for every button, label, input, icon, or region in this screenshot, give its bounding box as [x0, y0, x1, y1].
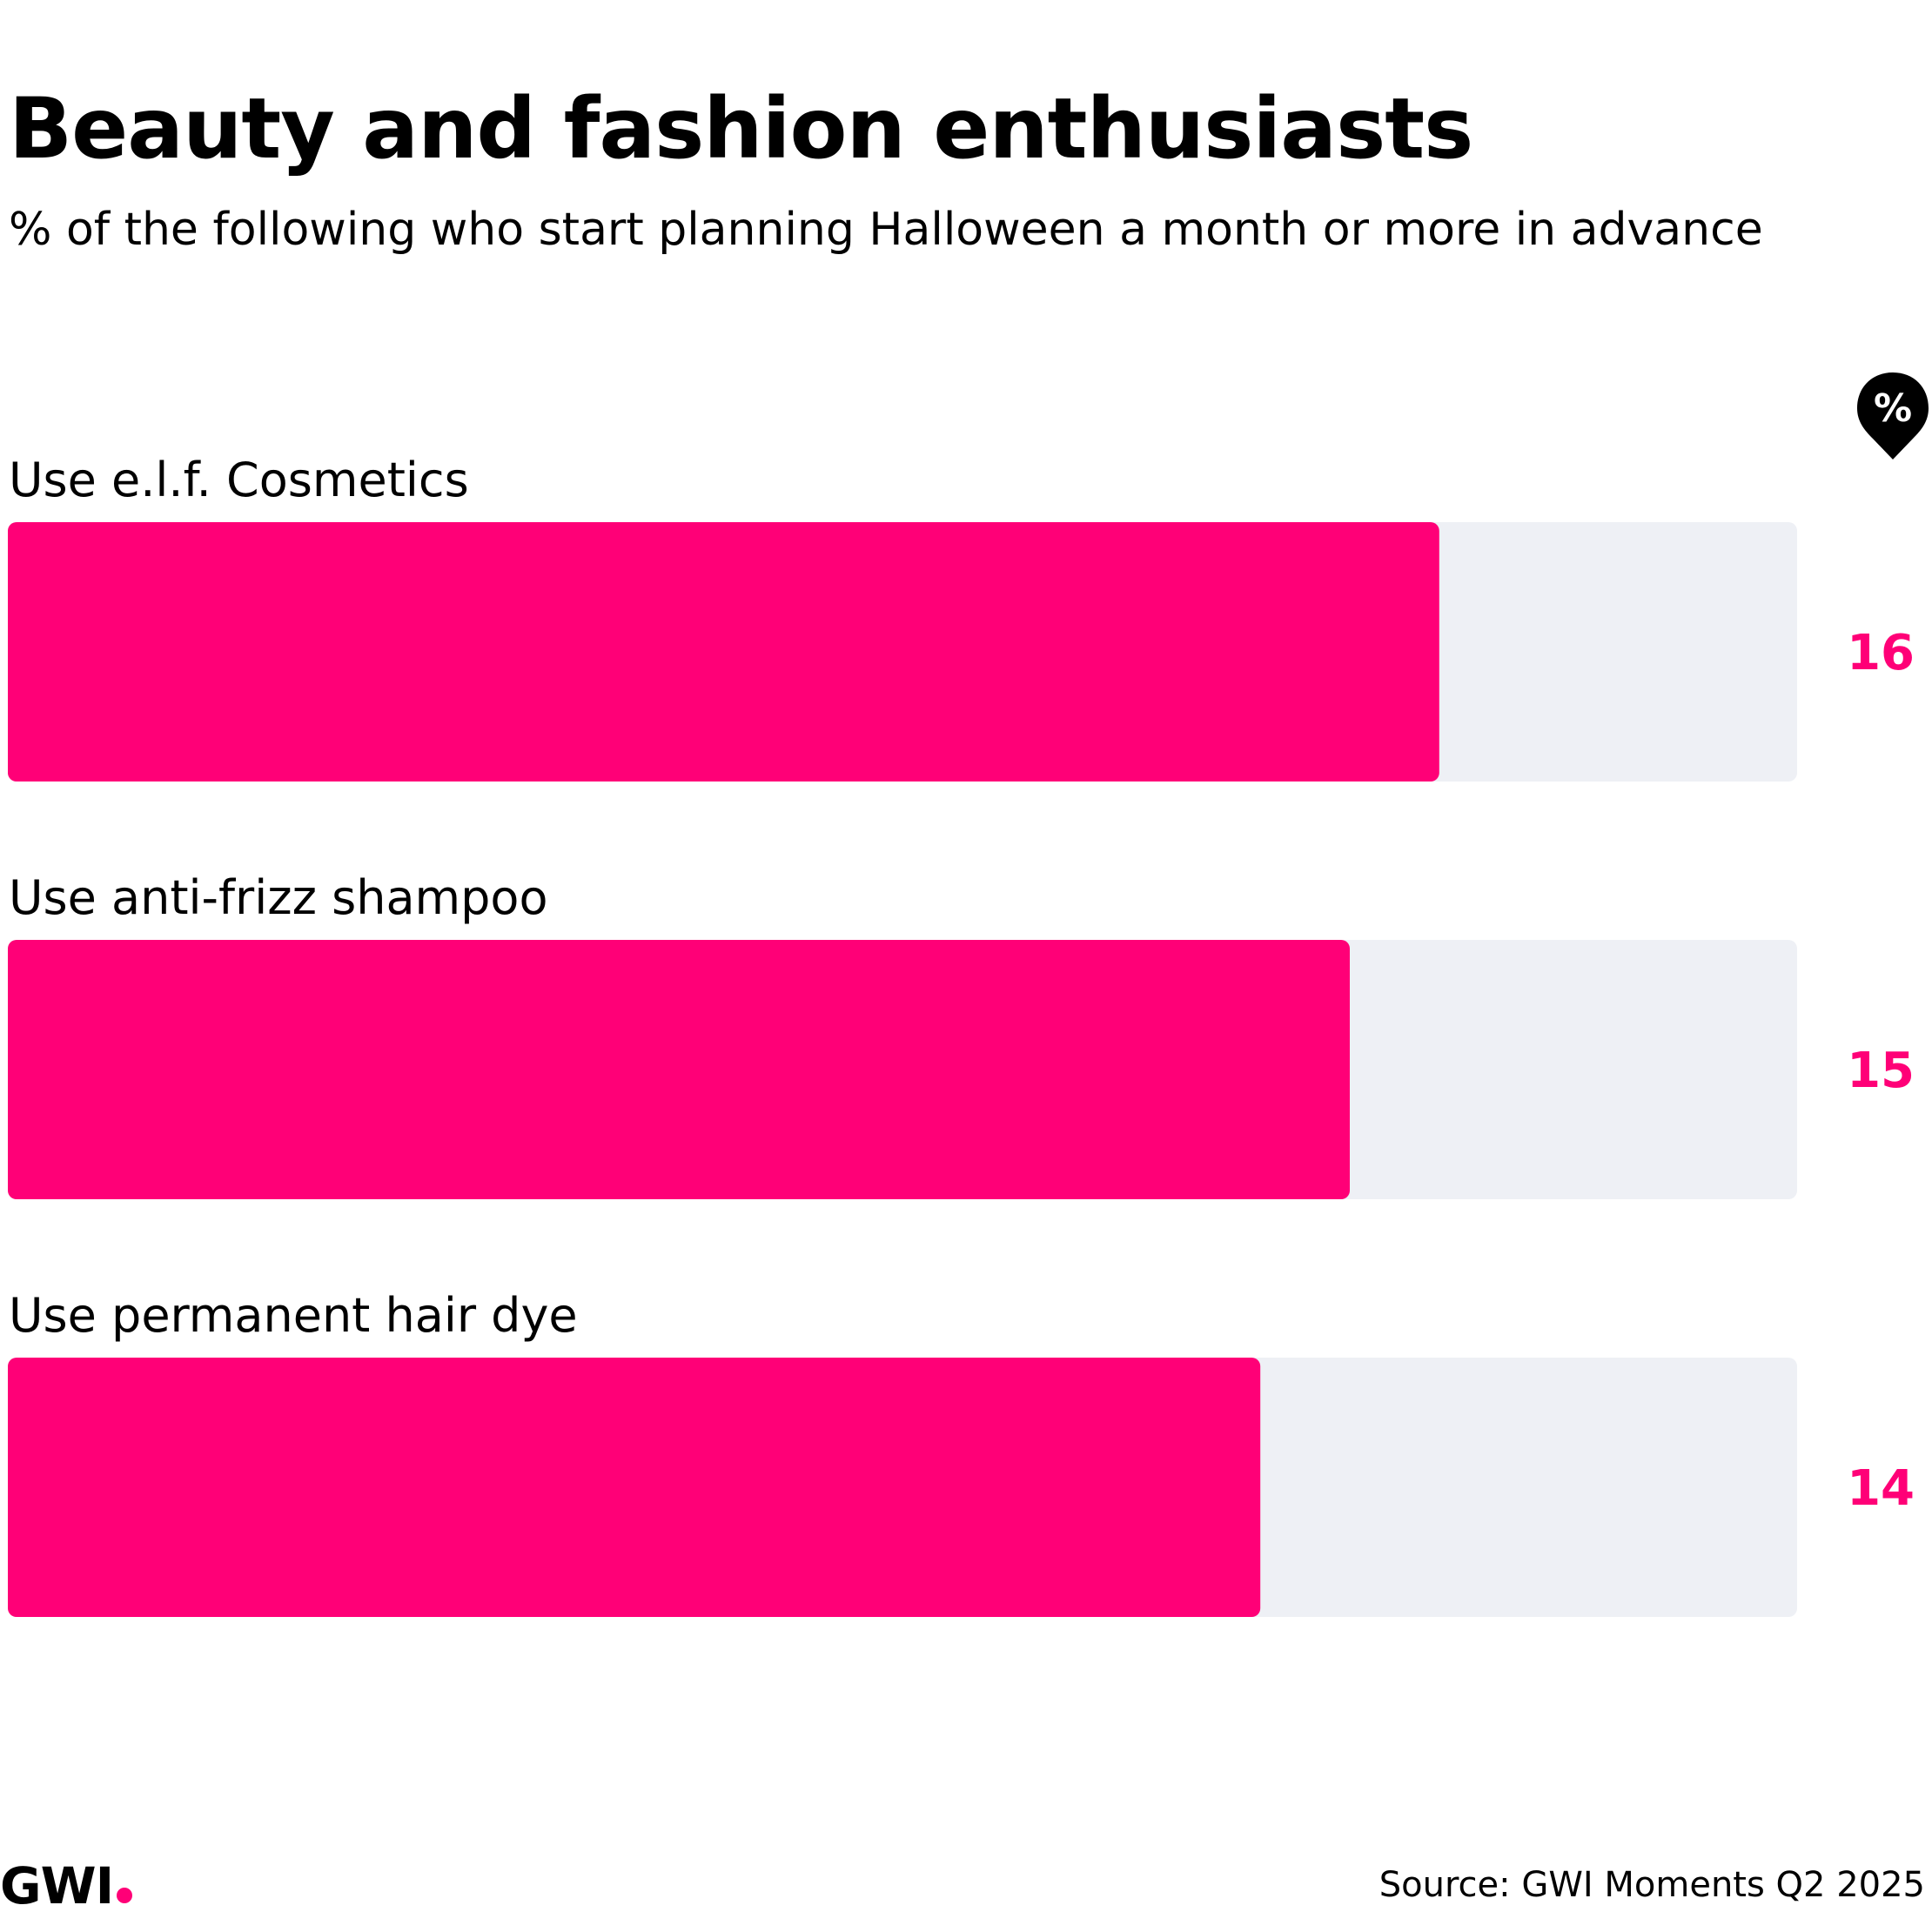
- bar: [8, 940, 1350, 1199]
- gwi-logo: GWI: [0, 1856, 133, 1915]
- source-note: Source: GWI Moments Q2 2025: [1379, 1865, 1925, 1905]
- category-label: Use e.l.f. Cosmetics: [9, 453, 469, 507]
- category-label: Use permanent hair dye: [9, 1288, 578, 1343]
- chart-title: Beauty and fashion enthusiasts: [9, 80, 1473, 178]
- value-label: 14: [1847, 1460, 1915, 1517]
- value-label: 15: [1847, 1043, 1915, 1099]
- unit-label: %: [1873, 386, 1913, 431]
- logo-text: GWI: [0, 1856, 114, 1915]
- bar: [8, 1358, 1261, 1617]
- chart-subtitle: % of the following who start planning Ha…: [9, 204, 1763, 256]
- logo-dot-icon: [117, 1888, 133, 1903]
- bar: [8, 522, 1439, 782]
- value-label: 16: [1847, 625, 1915, 681]
- category-label: Use anti-frizz shampoo: [9, 870, 548, 925]
- percent-unit-badge: %: [1854, 369, 1932, 465]
- map-pin-icon: [1857, 372, 1929, 460]
